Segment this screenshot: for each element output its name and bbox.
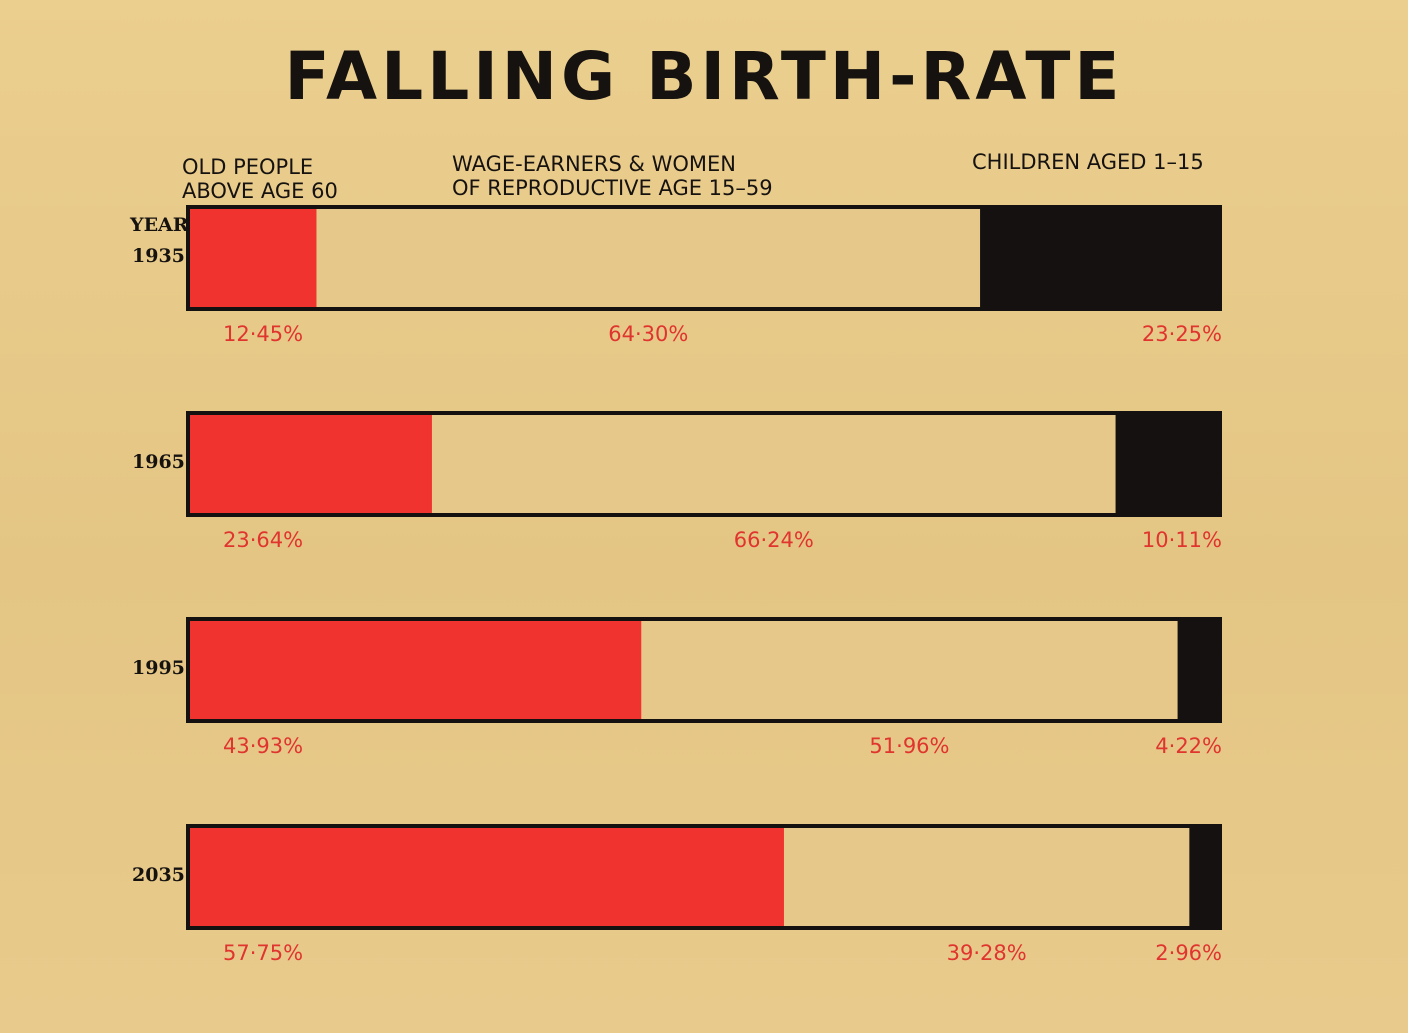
bar-segment-1935-series-2 bbox=[980, 207, 1220, 309]
bar-segment-1965-series-0 bbox=[188, 413, 432, 515]
bar-segment-1935-series-1 bbox=[316, 207, 981, 309]
legend-old-people-line-1: OLD PEOPLE bbox=[182, 155, 314, 179]
bar-outline-1935 bbox=[186, 205, 1222, 311]
legend-children: CHILDREN AGED 1–15 bbox=[972, 150, 1204, 174]
value-label-1995-series-2: 4·22% bbox=[1155, 734, 1222, 758]
bar-segment-1995-series-1 bbox=[641, 619, 1178, 721]
year-label-1935: 1935 bbox=[132, 245, 185, 267]
bar-outline-1965 bbox=[186, 411, 1222, 517]
bar-segment-2035-series-2 bbox=[1189, 826, 1220, 928]
bar-outline-1995 bbox=[186, 617, 1222, 723]
year-header: YEAR bbox=[129, 214, 189, 236]
bar-segment-1995-series-0 bbox=[188, 619, 642, 721]
legend-wage-earners-line-1: WAGE-EARNERS & WOMEN bbox=[452, 152, 736, 176]
bar-segment-1995-series-2 bbox=[1177, 619, 1222, 721]
bar-segment-1935-series-0 bbox=[188, 207, 317, 309]
bar-segment-1965-series-2 bbox=[1115, 413, 1220, 515]
year-label-1965: 1965 bbox=[132, 451, 185, 473]
value-label-1995-series-1: 51·96% bbox=[869, 734, 949, 758]
legend-wage-earners: WAGE-EARNERS & WOMEN OF REPRODUCTIVE AGE… bbox=[452, 152, 773, 200]
value-label-2035-series-1: 39·28% bbox=[947, 941, 1027, 965]
bar-segment-1965-series-1 bbox=[431, 413, 1116, 515]
bar-outline-2035 bbox=[186, 824, 1222, 930]
value-label-1935-series-1: 64·30% bbox=[608, 322, 688, 346]
legend-children-line-1: CHILDREN AGED 1–15 bbox=[972, 150, 1204, 174]
value-label-1995-series-0: 43·93% bbox=[223, 734, 303, 758]
value-label-1965-series-1: 66·24% bbox=[734, 528, 814, 552]
value-label-1935-series-2: 23·25% bbox=[1142, 322, 1222, 346]
legend-old-people-line-2: ABOVE AGE 60 bbox=[182, 179, 338, 203]
value-label-1965-series-2: 10·11% bbox=[1142, 528, 1222, 552]
bar-segment-2035-series-1 bbox=[783, 826, 1190, 928]
value-label-1935-series-0: 12·45% bbox=[223, 322, 303, 346]
legend-old-people: OLD PEOPLE ABOVE AGE 60 bbox=[182, 155, 338, 203]
value-label-1965-series-0: 23·64% bbox=[223, 528, 303, 552]
year-label-1995: 1995 bbox=[132, 657, 185, 679]
bar-segment-2035-series-0 bbox=[188, 826, 784, 928]
value-label-2035-series-2: 2·96% bbox=[1155, 941, 1222, 965]
year-label-2035: 2035 bbox=[132, 864, 185, 886]
chart-title: FALLING BIRTH-RATE bbox=[284, 38, 1124, 115]
legend-wage-earners-line-2: OF REPRODUCTIVE AGE 15–59 bbox=[452, 176, 773, 200]
value-label-2035-series-0: 57·75% bbox=[223, 941, 303, 965]
